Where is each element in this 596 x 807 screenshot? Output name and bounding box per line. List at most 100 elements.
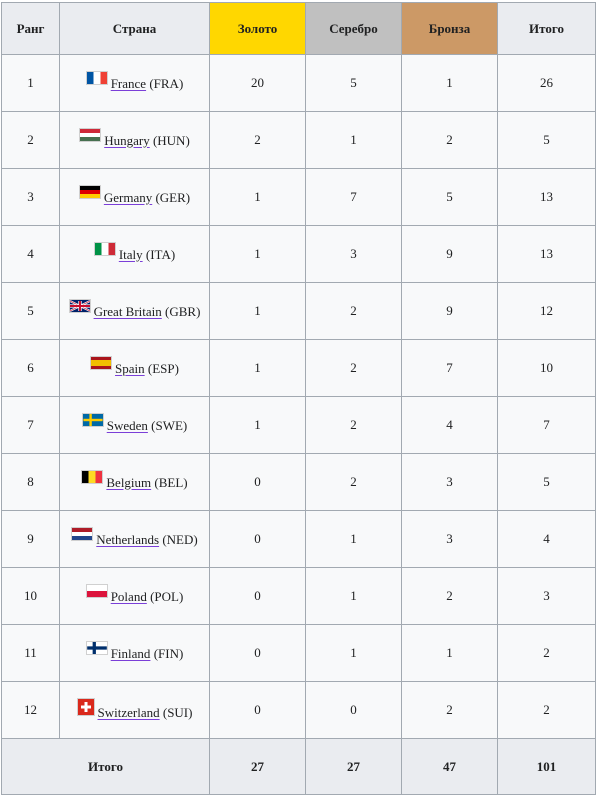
- country-cell: Sweden (SWE): [59, 396, 210, 454]
- rank-cell: 10: [1, 567, 60, 625]
- silver-cell: 2: [305, 453, 402, 511]
- country-cell: Great Britain (GBR): [59, 282, 210, 340]
- gold-cell: 1: [209, 225, 306, 283]
- table-row: 3 Germany (GER) 1 7 5 13: [1, 168, 596, 226]
- header-total[interactable]: Итого: [497, 2, 596, 55]
- country-link[interactable]: Hungary: [104, 132, 150, 148]
- country-cell: Poland (POL): [59, 567, 210, 625]
- bronze-cell: 9: [401, 282, 498, 340]
- country-link[interactable]: Spain: [115, 360, 145, 376]
- header-bronze[interactable]: Бронза: [401, 2, 498, 55]
- country-link[interactable]: Netherlands: [96, 531, 160, 547]
- gold-cell: 2: [209, 111, 306, 169]
- country-cell: Switzerland (SUI): [59, 681, 210, 739]
- belgium-flag-icon: [81, 469, 104, 484]
- table-row: 11 Finland (FIN) 0 1 1 2: [1, 624, 596, 682]
- totals-label: Итого: [1, 738, 210, 795]
- table-row: 7 Sweden (SWE) 1 2 4 7: [1, 396, 596, 454]
- bronze-cell: 3: [401, 453, 498, 511]
- totals-row: Итого 27 27 47 101: [1, 738, 596, 795]
- country-link[interactable]: Germany: [103, 189, 153, 205]
- country-code: (POL): [150, 588, 184, 604]
- france-flag-icon: [85, 70, 108, 85]
- table-row: 6 Spain (ESP) 1 2 7 10: [1, 339, 596, 397]
- table-row: 9 Netherlands (NED) 0 1 3 4: [1, 510, 596, 568]
- spain-flag-icon: [90, 355, 113, 370]
- header-rank[interactable]: Ранг: [1, 2, 60, 55]
- silver-cell: 1: [305, 510, 402, 568]
- table-row: 5 Great Britain (GBR) 1 2 9 12: [1, 282, 596, 340]
- country-cell: Hungary (HUN): [59, 111, 210, 169]
- country-link[interactable]: Italy: [118, 246, 143, 262]
- rank-cell: 11: [1, 624, 60, 682]
- country-link[interactable]: Belgium: [106, 474, 152, 490]
- gold-cell: 20: [209, 54, 306, 112]
- country-link[interactable]: Finland: [110, 645, 151, 661]
- gold-cell: 1: [209, 168, 306, 226]
- total-cell: 5: [497, 453, 596, 511]
- table-row: 10 Poland (POL) 0 1 2 3: [1, 567, 596, 625]
- gold-cell: 0: [209, 567, 306, 625]
- silver-cell: 0: [305, 681, 402, 739]
- country-link[interactable]: Switzerland: [97, 704, 160, 720]
- italy-flag-icon: [93, 241, 116, 256]
- total-cell: 5: [497, 111, 596, 169]
- bronze-cell: 5: [401, 168, 498, 226]
- country-link[interactable]: Sweden: [106, 417, 148, 433]
- total-cell: 26: [497, 54, 596, 112]
- header-silver[interactable]: Серебро: [305, 2, 402, 55]
- rank-cell: 12: [1, 681, 60, 739]
- bronze-cell: 2: [401, 567, 498, 625]
- rank-cell: 4: [1, 225, 60, 283]
- country-link[interactable]: France: [110, 75, 147, 91]
- country-cell: Italy (ITA): [59, 225, 210, 283]
- bronze-cell: 1: [401, 624, 498, 682]
- totals-total: 101: [497, 738, 596, 795]
- bronze-cell: 3: [401, 510, 498, 568]
- country-code: (SWE): [151, 417, 188, 433]
- rank-cell: 7: [1, 396, 60, 454]
- bronze-cell: 1: [401, 54, 498, 112]
- total-cell: 2: [497, 624, 596, 682]
- header-gold[interactable]: Золото: [209, 2, 306, 55]
- gold-cell: 1: [209, 396, 306, 454]
- silver-cell: 2: [305, 339, 402, 397]
- gold-cell: 0: [209, 681, 306, 739]
- gold-cell: 0: [209, 624, 306, 682]
- country-cell: Germany (GER): [59, 168, 210, 226]
- country-cell: Netherlands (NED): [59, 510, 210, 568]
- silver-cell: 1: [305, 567, 402, 625]
- country-code: (ESP): [147, 360, 179, 376]
- country-cell: Spain (ESP): [59, 339, 210, 397]
- gold-cell: 1: [209, 282, 306, 340]
- country-link[interactable]: Great Britain: [93, 303, 162, 319]
- country-code: (HUN): [152, 132, 190, 148]
- table-row: 2 Hungary (HUN) 2 1 2 5: [1, 111, 596, 169]
- totals-bronze: 47: [401, 738, 498, 795]
- silver-cell: 7: [305, 168, 402, 226]
- bronze-cell: 2: [401, 681, 498, 739]
- finland-flag-icon: [85, 640, 108, 655]
- table-row: 1 France (FRA) 20 5 1 26: [1, 54, 596, 112]
- rank-cell: 2: [1, 111, 60, 169]
- total-cell: 10: [497, 339, 596, 397]
- total-cell: 3: [497, 567, 596, 625]
- gold-cell: 0: [209, 510, 306, 568]
- rank-cell: 5: [1, 282, 60, 340]
- poland-flag-icon: [85, 583, 108, 598]
- rank-cell: 1: [1, 54, 60, 112]
- header-country[interactable]: Страна: [59, 2, 210, 55]
- rank-cell: 8: [1, 453, 60, 511]
- country-cell: Finland (FIN): [59, 624, 210, 682]
- sweden-flag-icon: [81, 412, 104, 427]
- country-link[interactable]: Poland: [110, 588, 147, 604]
- rank-cell: 3: [1, 168, 60, 226]
- silver-cell: 2: [305, 282, 402, 340]
- total-cell: 13: [497, 168, 596, 226]
- country-code: (FRA): [149, 75, 184, 91]
- bronze-cell: 9: [401, 225, 498, 283]
- country-code: (NED): [162, 531, 198, 547]
- total-cell: 2: [497, 681, 596, 739]
